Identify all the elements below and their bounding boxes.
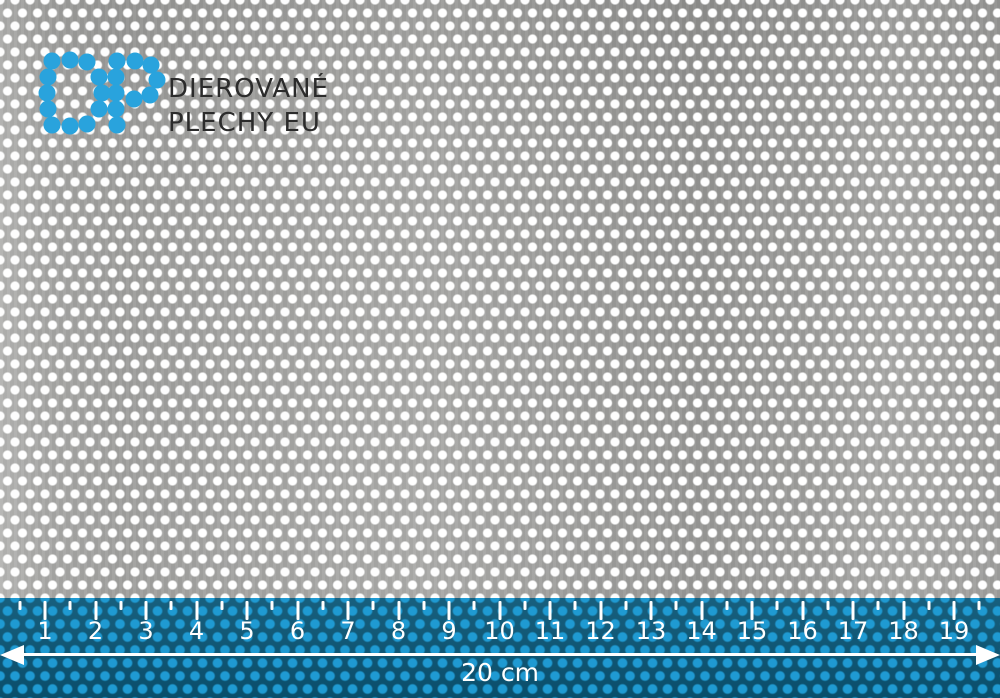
ruler-tick-major	[43, 601, 47, 620]
ruler-tick-minor	[876, 601, 880, 610]
ruler-tick-major	[195, 601, 198, 620]
logo-text-line2: PLECHY EU	[168, 108, 321, 138]
ruler-tick-minor	[775, 601, 779, 610]
ruler-number: 19	[938, 617, 970, 645]
ruler-arrow-line	[16, 653, 984, 656]
ruler-tick-minor	[68, 601, 72, 610]
ruler-number: 10	[484, 617, 515, 645]
ruler-tick-major	[851, 601, 855, 620]
ruler-tick-minor	[18, 601, 22, 610]
logo-text-line1: DIEROVANÉ	[168, 74, 329, 104]
ruler-number: 16	[787, 617, 818, 645]
ruler-tick-minor	[321, 601, 325, 610]
ruler-tick-minor	[119, 601, 123, 610]
ruler-tick-major	[245, 601, 249, 620]
ruler-tick-major	[144, 601, 148, 620]
ruler-number: 15	[736, 617, 768, 645]
ruler-tick-minor	[371, 601, 375, 610]
ruler-number: 14	[686, 617, 717, 645]
ruler-number: 5	[239, 617, 255, 645]
ruler-tick-major	[750, 601, 754, 620]
ruler-number: 11	[534, 617, 566, 645]
ruler-number: 13	[635, 617, 667, 645]
ruler-number: 7	[340, 617, 356, 645]
ruler-tick-minor	[977, 601, 981, 610]
ruler-tick-major	[296, 601, 299, 620]
ruler-number: 18	[888, 617, 919, 645]
ruler: 1 2 3 4 5 6 7 8 9 10 11 12 13 14 15 16 17 18 19 20 cm	[0, 598, 1000, 698]
ruler-tick-major	[801, 601, 804, 620]
ruler-number: 4	[188, 617, 205, 645]
ruler-tick-minor	[472, 601, 476, 610]
ruler-tick-minor	[422, 601, 426, 610]
ruler-tick-major	[498, 601, 501, 620]
ruler-tick-major	[952, 601, 956, 620]
ruler-number: 3	[138, 617, 154, 645]
arrowhead-right-icon	[976, 644, 1000, 665]
ruler-tick-major	[700, 601, 703, 620]
ruler-number: 12	[585, 617, 616, 645]
ruler-tick-major	[94, 601, 97, 620]
ruler-tick-major	[397, 601, 400, 620]
arrowhead-left-icon	[0, 644, 24, 665]
ruler-number: 2	[87, 617, 104, 645]
ruler-tick-minor	[826, 601, 830, 610]
ruler-tick-minor	[220, 601, 224, 610]
ruler-tick-minor	[169, 601, 173, 610]
ruler-tick-major	[447, 601, 451, 620]
ruler-tick-minor	[523, 601, 527, 610]
ruler-number: 1	[37, 617, 53, 645]
ruler-tick-minor	[927, 601, 931, 610]
ruler-number: 9	[441, 617, 457, 645]
ruler-tick-major	[649, 601, 653, 620]
ruler-length-label: 20 cm	[461, 658, 539, 687]
ruler-tick-major	[346, 601, 350, 620]
ruler-tick-minor	[674, 601, 678, 610]
ruler-tick-major	[548, 601, 552, 620]
ruler-number: 17	[837, 617, 869, 645]
ruler-number: 6	[289, 617, 306, 645]
ruler-tick-minor	[270, 601, 274, 610]
logo-wordmark: DIEROVANÉ PLECHY EU	[168, 72, 329, 140]
ruler-tick-major	[902, 601, 905, 620]
ruler-number: 8	[390, 617, 407, 645]
ruler-tick-minor	[624, 601, 628, 610]
ruler-tick-major	[599, 601, 602, 620]
ruler-tick-minor	[573, 601, 577, 610]
ruler-tick-minor	[725, 601, 729, 610]
